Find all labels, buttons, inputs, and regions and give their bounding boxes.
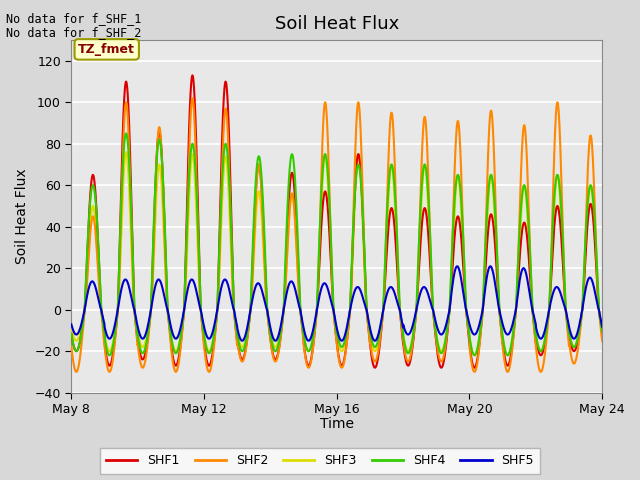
X-axis label: Time: Time bbox=[320, 418, 354, 432]
Text: TZ_fmet: TZ_fmet bbox=[78, 43, 135, 56]
Y-axis label: Soil Heat Flux: Soil Heat Flux bbox=[15, 168, 29, 264]
Text: No data for f_SHF_2: No data for f_SHF_2 bbox=[6, 26, 142, 39]
Title: Soil Heat Flux: Soil Heat Flux bbox=[275, 15, 399, 33]
Legend: SHF1, SHF2, SHF3, SHF4, SHF5: SHF1, SHF2, SHF3, SHF4, SHF5 bbox=[100, 448, 540, 474]
Text: No data for f_SHF_1: No data for f_SHF_1 bbox=[6, 12, 142, 25]
